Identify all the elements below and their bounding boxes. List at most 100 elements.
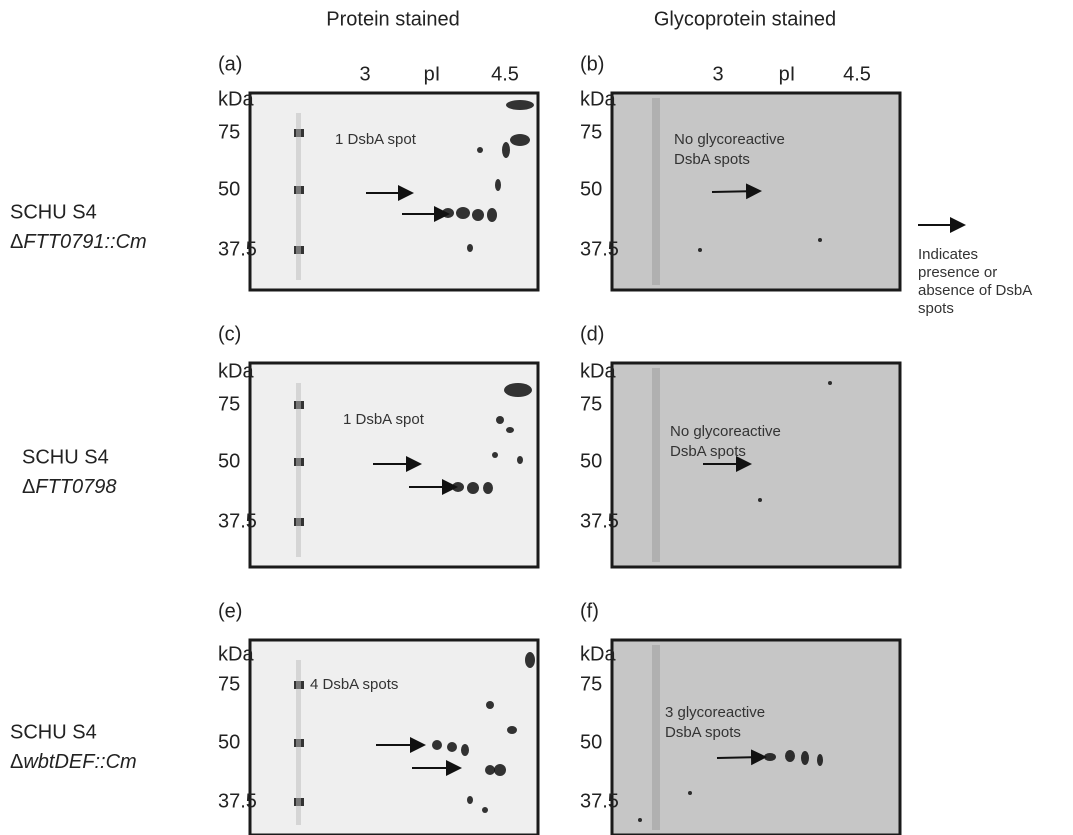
column-header: Protein stained	[326, 8, 459, 30]
mw-marker: 75	[580, 393, 602, 415]
row-strain: ΔwbtDEF::Cm	[10, 751, 137, 773]
gel-image	[250, 93, 538, 290]
spot	[483, 482, 493, 494]
annotation: DsbA spots	[674, 151, 750, 168]
spot	[504, 383, 532, 397]
pi-label: 3	[712, 63, 723, 85]
gel-image	[250, 640, 538, 835]
panel-letter: (c)	[218, 323, 241, 345]
annotation: No glycoreactive	[670, 423, 781, 440]
row-label: SCHU S4	[10, 721, 97, 743]
strain-prefix: Δ	[10, 751, 23, 773]
kda-label: kDa	[580, 360, 616, 382]
mw-marker: 37.5	[580, 238, 619, 260]
legend-text: absence of DsbA	[918, 282, 1032, 299]
annotation: DsbA spots	[665, 724, 741, 741]
spot	[525, 652, 535, 668]
spot	[487, 208, 497, 222]
mw-marker: 50	[580, 450, 602, 472]
ladder-lane	[296, 383, 301, 557]
mw-marker: 75	[218, 673, 240, 695]
strain-name: wbtDEF::Cm	[23, 751, 136, 773]
spot	[688, 791, 692, 795]
mw-marker: 37.5	[218, 238, 257, 260]
row-label: SCHU S4	[10, 201, 97, 223]
spot	[447, 742, 457, 752]
arrow	[712, 191, 760, 192]
kda-label: kDa	[580, 643, 616, 665]
mw-marker: 50	[218, 178, 240, 200]
mw-marker: 75	[580, 673, 602, 695]
spot	[506, 100, 534, 110]
pi-label: 4.5	[843, 63, 871, 85]
pi-label: 4.5	[491, 63, 519, 85]
spot	[461, 744, 469, 756]
legend-text: presence or	[918, 264, 997, 281]
row-strain: ΔFTT0798	[22, 476, 117, 498]
panel-letter: (a)	[218, 53, 242, 75]
spot	[486, 701, 494, 709]
row-label: SCHU S4	[22, 446, 109, 468]
spot	[817, 754, 823, 766]
spot	[506, 427, 514, 433]
annotation: 3 glycoreactive	[665, 704, 765, 721]
spot	[517, 456, 523, 464]
spot	[467, 482, 479, 494]
legend-text: Indicates	[918, 246, 978, 263]
spot	[638, 818, 642, 822]
spot	[507, 726, 517, 734]
panel-letter: (d)	[580, 323, 604, 345]
spot	[828, 381, 832, 385]
spot	[467, 796, 473, 804]
spot	[502, 142, 510, 158]
streak	[652, 98, 660, 285]
spot	[785, 750, 795, 762]
spot	[494, 764, 506, 776]
mw-marker: 75	[218, 121, 240, 143]
spot	[432, 740, 442, 750]
spot	[698, 248, 702, 252]
mw-marker: 37.5	[218, 510, 257, 532]
kda-label: kDa	[218, 88, 254, 110]
mw-marker: 37.5	[580, 510, 619, 532]
annotation: DsbA spots	[670, 443, 746, 460]
spot	[492, 452, 498, 458]
kda-label: kDa	[218, 360, 254, 382]
mw-marker: 37.5	[580, 790, 619, 812]
mw-marker: 50	[580, 178, 602, 200]
annotation: 1 DsbA spot	[335, 131, 417, 148]
mw-marker: 50	[218, 731, 240, 753]
strain-name: FTT0791::Cm	[23, 231, 146, 253]
spot	[496, 416, 504, 424]
mw-marker: 75	[218, 393, 240, 415]
spot	[818, 238, 822, 242]
arrow	[717, 757, 765, 758]
annotation: 1 DsbA spot	[343, 411, 425, 428]
legend-text: spots	[918, 300, 954, 317]
spot	[495, 179, 501, 191]
panel-letter: (f)	[580, 600, 599, 622]
spot	[801, 751, 809, 765]
spot	[482, 807, 488, 813]
column-header: Glycoprotein stained	[654, 8, 836, 30]
spot	[510, 134, 530, 146]
mw-marker: 50	[580, 731, 602, 753]
panel-letter: (e)	[218, 600, 242, 622]
mw-marker: 75	[580, 121, 602, 143]
kda-label: kDa	[580, 88, 616, 110]
figure: Protein stained Glycoprotein stained SCHU …	[0, 0, 1073, 835]
strain-name: FTT0798	[35, 476, 116, 498]
spot	[456, 207, 470, 219]
spot	[472, 209, 484, 221]
pi-label: pI	[424, 63, 441, 85]
streak	[652, 645, 660, 830]
row-strain: ΔFTT0791::Cm	[10, 231, 147, 253]
strain-prefix: Δ	[22, 476, 35, 498]
spot	[477, 147, 483, 153]
spot	[485, 765, 495, 775]
kda-label: kDa	[218, 643, 254, 665]
streak	[652, 368, 660, 562]
spot	[764, 753, 776, 761]
spot	[467, 244, 473, 252]
annotation: 4 DsbA spots	[310, 676, 398, 693]
